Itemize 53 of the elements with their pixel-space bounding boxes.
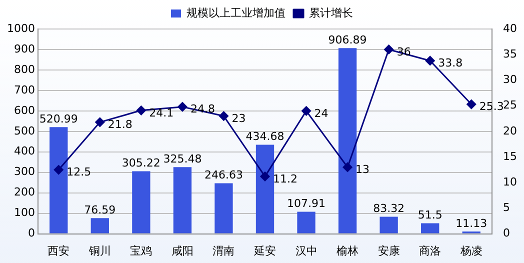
y2-tick-label: 40 [503,22,518,35]
y-tick-label: 600 [14,104,35,117]
x-tick-label: 延安 [253,244,276,258]
y-tick-label: 400 [14,144,35,158]
data-label: 246.63 [204,168,243,182]
y2-tick-label: 20 [503,124,518,138]
x-tick-label: 汉中 [295,244,318,258]
data-label: 33.8 [438,56,463,70]
data-label: 305.22 [122,156,160,170]
y2-tick-label: 30 [503,73,518,86]
y-tick-label: 0 [28,226,35,240]
y-tick-label: 200 [14,186,35,199]
y-tick-label: 300 [14,165,35,178]
y2-tick-label: 35 [503,47,518,60]
y2-tick-label: 0 [503,226,510,240]
data-label: 11.13 [456,216,488,230]
y-tick-label: 900 [14,42,35,56]
data-label: 21.8 [108,118,132,132]
x-tick-label: 安康 [378,244,400,258]
data-label: 23 [232,112,246,125]
y2-tick-label: 10 [503,175,518,188]
data-label: 13 [356,163,370,176]
data-label: 325.48 [163,152,202,166]
x-tick-label: 商洛 [419,244,442,258]
data-label: 51.5 [418,208,442,222]
data-label: 83.32 [373,202,405,216]
data-label: 906.89 [328,33,367,46]
data-label: 25.3 [479,100,504,114]
data-label: 520.99 [39,112,78,126]
x-tick-label: 铜川 [88,244,111,258]
x-tick-label: 西安 [48,244,70,258]
data-label: 24 [314,106,328,120]
y2-tick-label: 25 [503,98,518,112]
y-tick-label: 700 [14,83,35,96]
x-tick-label: 宝鸡 [130,244,152,258]
y-tick-label: 500 [14,124,35,138]
data-label: 434.68 [246,130,284,144]
data-label: 12.5 [66,166,92,179]
y-tick-label: 100 [14,206,35,220]
data-label: 107.91 [287,197,326,210]
legend-label: 规模以上工业增加值 [186,6,286,20]
data-label: 11.2 [273,172,298,186]
x-tick-label: 杨凌 [459,244,482,258]
y-tick-label: 800 [14,62,35,76]
x-tick-label: 咸阳 [171,244,194,258]
y2-tick-label: 5 [503,201,510,214]
y-tick-label: 1000 [6,22,35,35]
data-label: 76.59 [84,203,116,216]
data-label: 24.1 [149,106,174,120]
y2-tick-label: 15 [503,150,518,163]
legend-label: 累计增长 [309,6,353,20]
x-tick-label: 榆林 [336,244,359,258]
x-tick-label: 渭南 [212,244,235,258]
